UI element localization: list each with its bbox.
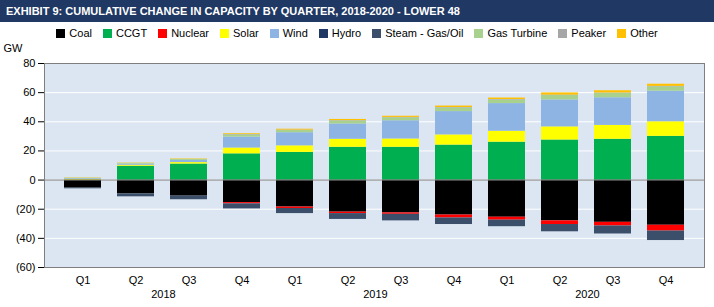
svg-text:Q2: Q2 [553,274,568,286]
svg-text:40: 40 [23,115,35,127]
svg-text:Q1: Q1 [288,274,303,286]
svg-text:Q4: Q4 [447,274,462,286]
svg-text:(40): (40) [16,232,36,244]
svg-text:2020: 2020 [575,288,599,300]
svg-text:2018: 2018 [151,288,175,300]
html-text:Steam - Gas/Oil: Steam - Gas/Oil [385,27,464,39]
svg-text:20: 20 [23,144,35,156]
html-text:Coal: Coal [69,27,92,39]
html-text:Wind: Wind [282,27,308,39]
svg-text:Q2: Q2 [341,274,356,286]
svg-text:Q1: Q1 [500,274,515,286]
svg-text:Q1: Q1 [76,274,91,286]
html-text:CCGT: CCGT [116,27,148,39]
svg-text:2019: 2019 [363,288,387,300]
svg-text:80: 80 [23,57,35,69]
html-text:Hydro: Hydro [331,27,362,39]
svg-text:Q4: Q4 [235,274,250,286]
html-text:Solar: Solar [233,27,259,39]
html-text:Gas Turbine: Gas Turbine [487,27,548,39]
svg-text:60: 60 [23,86,35,98]
html-text:Other: Other [630,27,658,39]
svg-text:0: 0 [29,174,35,186]
svg-text:Q4: Q4 [659,274,674,286]
html-text:Nuclear: Nuclear [171,27,209,39]
html-text:Peaker: Peaker [571,27,607,39]
html-text:EXHIBIT 9: CUMULATIVE CHANGE I: EXHIBIT 9: CUMULATIVE CHANGE IN CAPACITY… [6,5,460,17]
svg-text:(20): (20) [16,203,36,215]
svg-text:Q2: Q2 [129,274,144,286]
svg-text:GW: GW [4,42,24,54]
svg-text:Q3: Q3 [394,274,409,286]
svg-text:Q3: Q3 [182,274,197,286]
svg-text:(60): (60) [16,261,36,273]
svg-text:Q3: Q3 [606,274,621,286]
